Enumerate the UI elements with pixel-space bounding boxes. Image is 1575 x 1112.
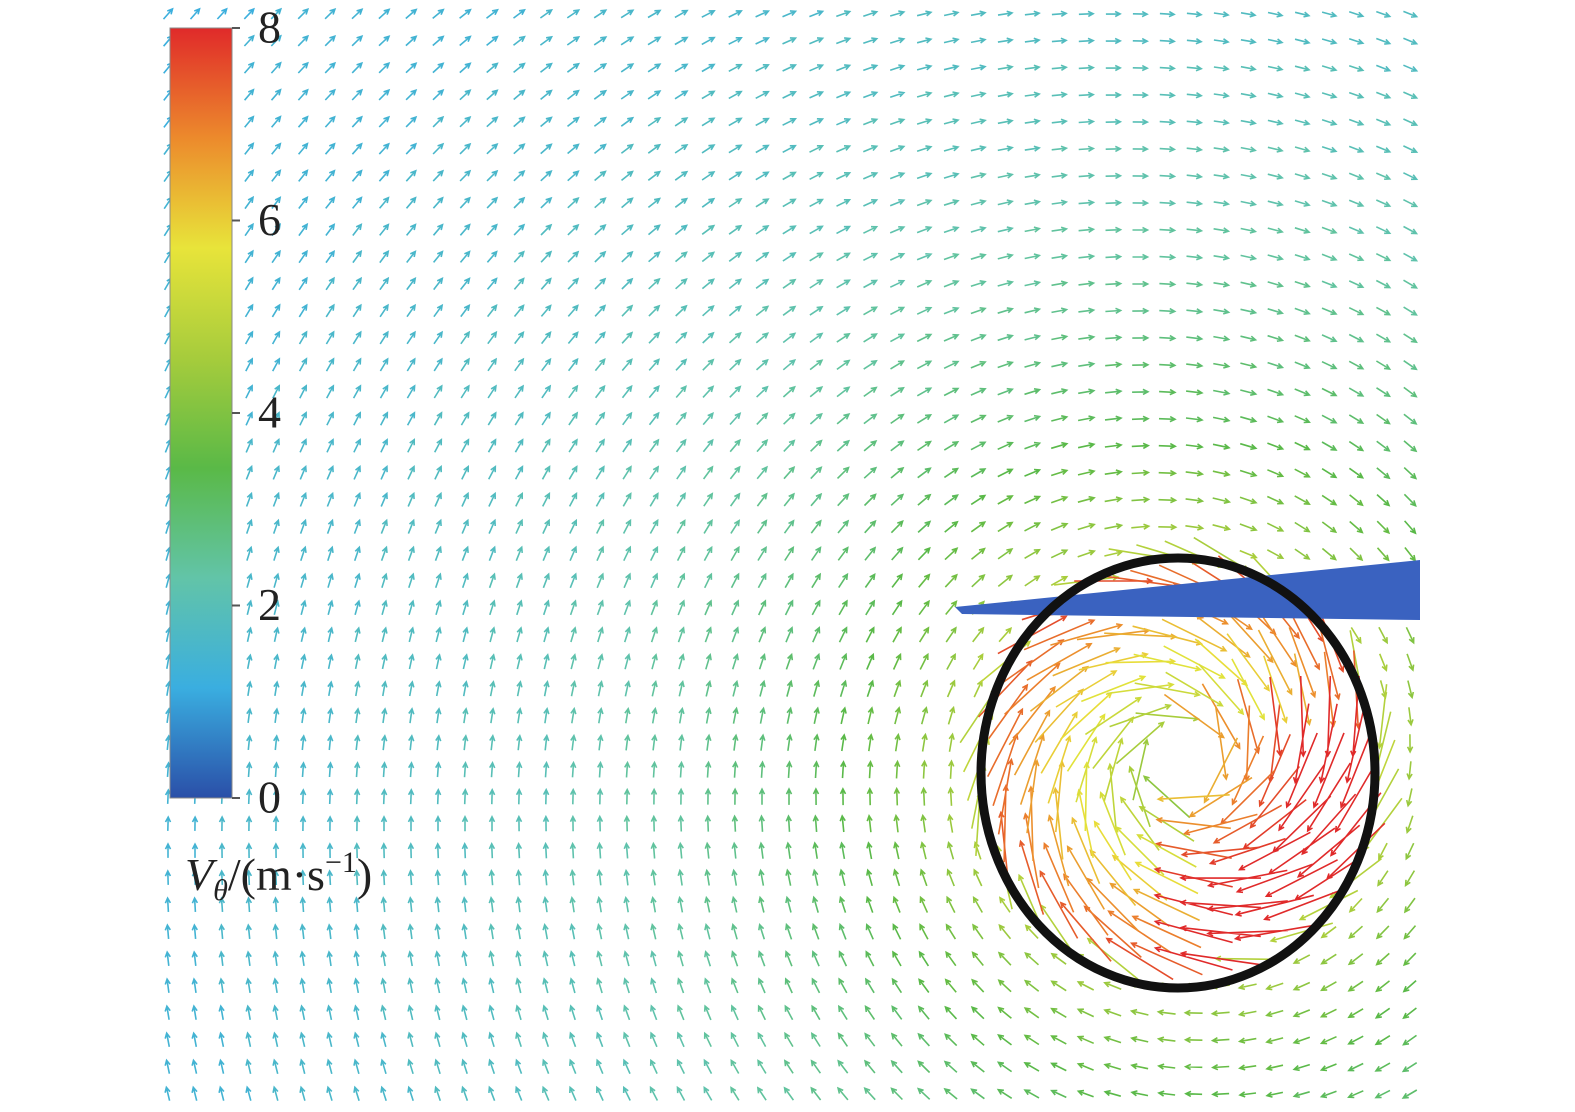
arrow-group [623, 226, 1419, 1101]
label-symbol: V [185, 849, 218, 900]
blade [955, 560, 1420, 620]
arrow-group [1084, 671, 1224, 736]
arrow-group [1075, 663, 1245, 876]
arrow-group [1013, 607, 1274, 927]
arrow-group [785, 361, 1418, 1100]
label-unit: /(m·s [228, 849, 325, 900]
label-close: ) [357, 849, 372, 900]
tick-label: 0 [258, 772, 281, 823]
tick-label: 2 [258, 579, 281, 630]
label-subscript: θ [213, 874, 228, 907]
tick-label: 8 [258, 2, 281, 53]
colorbar [169, 27, 233, 799]
arrow-group [569, 145, 1419, 1101]
tick-label: 6 [258, 194, 281, 245]
arrow-group [704, 280, 1418, 1101]
arrow-group [192, 8, 825, 1101]
colorbar-label: Vθ/(m·s−1) [185, 846, 372, 907]
colorbar-ticks: 0 2 4 6 8 [232, 2, 281, 823]
highlight-circle [976, 553, 1380, 993]
arrow-group [1153, 675, 1386, 971]
label-exponent: −1 [325, 846, 357, 879]
vector-field [162, 7, 1419, 1101]
arrow-group [353, 10, 1419, 1101]
arrow-group [461, 64, 1419, 1101]
arrow-group [839, 441, 1417, 1098]
arrow-group [866, 468, 1417, 1071]
arrow-group [731, 334, 1418, 1101]
arrow-group [997, 555, 1345, 981]
arrow-group [919, 496, 1416, 1044]
arrow-group [1153, 676, 1307, 888]
arrow-group [812, 388, 1418, 1099]
tick-label: 4 [258, 387, 281, 438]
arrow-group [921, 522, 1416, 1017]
arrow-group [1066, 645, 1265, 832]
